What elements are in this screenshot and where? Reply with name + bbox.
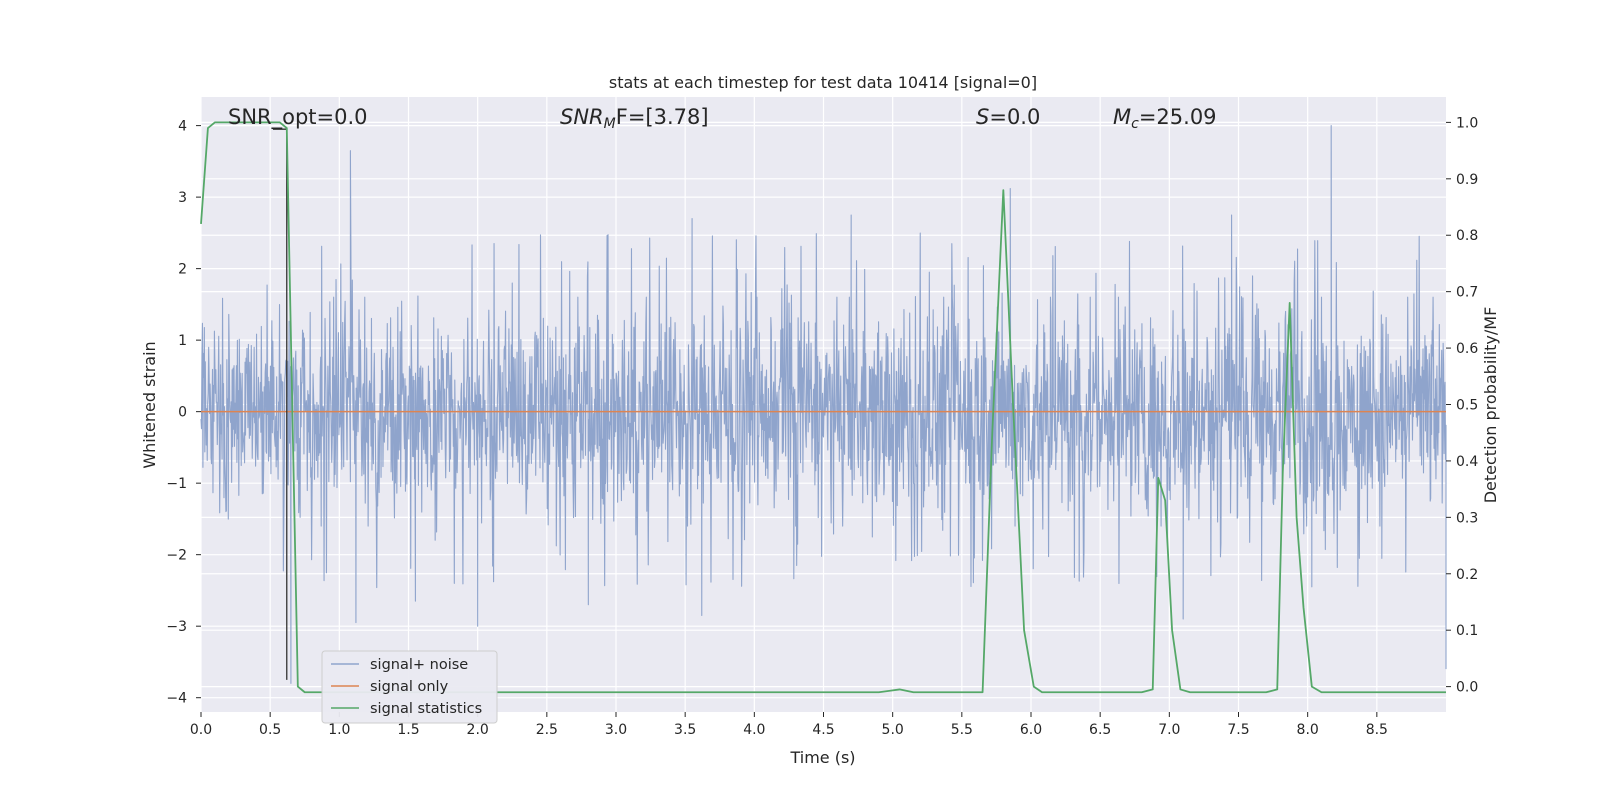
x-tick-labels: 0.0 0.5 1.0 1.5 2.0 2.5 3.0 3.5 4.0 4.5 5.0 5.5 6.0 6… [190,712,1388,738]
y-tick-label-right: 0.2 [1456,567,1478,583]
s-label: S [976,105,989,129]
y-tick-label-left: 2 [178,262,187,278]
x-tick-label: 5.5 [951,722,973,738]
y-tick-label-right: 0.5 [1456,398,1478,414]
y-tick-label-right: 1.0 [1456,115,1478,131]
y-tick-label-left: −2 [166,548,187,564]
snr-mf-label: SNR [560,105,604,129]
y-tick-labels-left: −4 −3 −2 −1 0 1 2 3 4 [166,119,201,707]
y-tick-label-right: 0.4 [1456,454,1478,470]
legend-label-signal-statistics: signal statistics [370,701,482,717]
y-tick-label-right: 0.8 [1456,228,1478,244]
signal-noise-series [200,125,1447,684]
x-tick-label: 0.0 [190,722,212,738]
legend-label-signal-noise: signal+ noise [370,657,468,673]
x-tick-label: 1.5 [397,722,419,738]
mc-annotation: Mc=25.09 [1113,105,1217,132]
y-tick-label-right: 0.0 [1456,680,1478,696]
x-tick-label: 2.5 [536,722,558,738]
y-tick-labels-right: 0.0 0.1 0.2 0.3 0.4 0.5 0.6 0.7 0.8 0.9 1.0 [1446,115,1478,696]
chart-title: stats at each timestep for test data 104… [609,73,1037,92]
x-tick-label: 3.5 [674,722,696,738]
y-tick-label-right: 0.7 [1456,285,1478,301]
x-tick-label: 3.0 [605,722,627,738]
x-tick-label: 5.0 [882,722,904,738]
legend-box [321,650,498,724]
snr-mf-annotation: SNRMF=[3.78] [560,105,709,132]
s-annotation: S=0.0 [976,105,1040,129]
mc-value: =25.09 [1139,105,1217,129]
snr-mf-subscript: M [604,116,616,132]
snr-mf-value: F=[3.78] [616,105,709,129]
y-tick-label-right: 0.3 [1456,510,1478,526]
y-tick-label-left: 3 [178,190,187,206]
x-axis-label: Time (s) [789,748,855,767]
y-axis-label-right: Detection probability/MF [1481,307,1500,504]
legend-label-signal-only: signal only [370,679,449,695]
x-tick-label: 1.0 [328,722,350,738]
y-tick-label-left: 4 [178,119,187,135]
y-tick-label-right: 0.9 [1456,172,1478,188]
s-value: =0.0 [989,105,1040,129]
x-tick-label: 4.5 [812,722,834,738]
x-tick-label: 4.0 [743,722,765,738]
x-tick-label: 7.0 [1158,722,1180,738]
mc-label: M [1113,105,1131,129]
y-tick-label-right: 0.6 [1456,341,1478,357]
legend: signal+ noise signal only signal statist… [321,650,498,724]
x-tick-label: 8.0 [1297,722,1319,738]
y-axis-label-left: Whitened strain [140,341,159,468]
x-tick-label: 0.5 [259,722,281,738]
signal-statistics-series [200,121,1446,694]
x-tick-label: 2.0 [467,722,489,738]
signal-statistics-line [200,121,1446,694]
y-tick-label-left: 0 [178,405,187,421]
y-tick-label-left: 1 [178,333,187,349]
y-tick-label-left: −3 [166,619,187,635]
signal-noise-line [200,125,1447,684]
y-tick-label-right: 0.1 [1456,623,1478,639]
mc-subscript: c [1131,116,1139,132]
x-tick-label: 6.5 [1089,722,1111,738]
y-tick-label-left: −4 [166,691,187,707]
snr-opt-annotation: SNR_opt=0.0 [228,105,368,130]
x-tick-label: 7.5 [1227,722,1249,738]
x-tick-label: 8.5 [1366,722,1388,738]
y-tick-label-left: −1 [166,476,187,492]
x-tick-label: 6.0 [1020,722,1042,738]
